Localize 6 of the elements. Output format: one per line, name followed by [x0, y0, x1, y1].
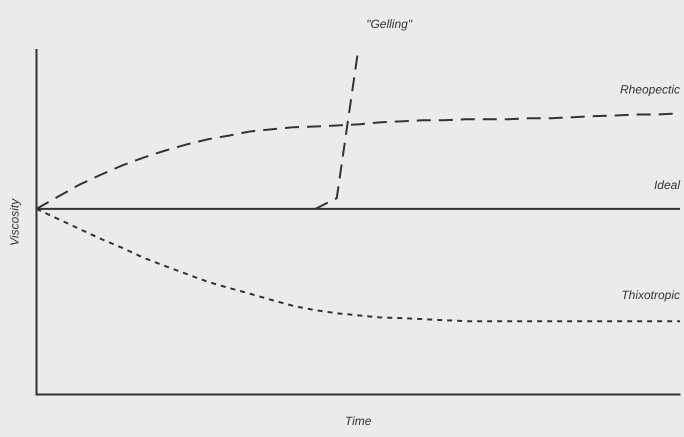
series-label: Thixotropic	[621, 288, 680, 302]
y-axis-title: Viscosity	[8, 198, 22, 246]
x-axis-title: Time	[344, 414, 372, 428]
series-label: Rheopectic	[620, 82, 680, 96]
series-label: Ideal	[654, 178, 680, 192]
series-label: "Gelling"	[366, 17, 413, 31]
